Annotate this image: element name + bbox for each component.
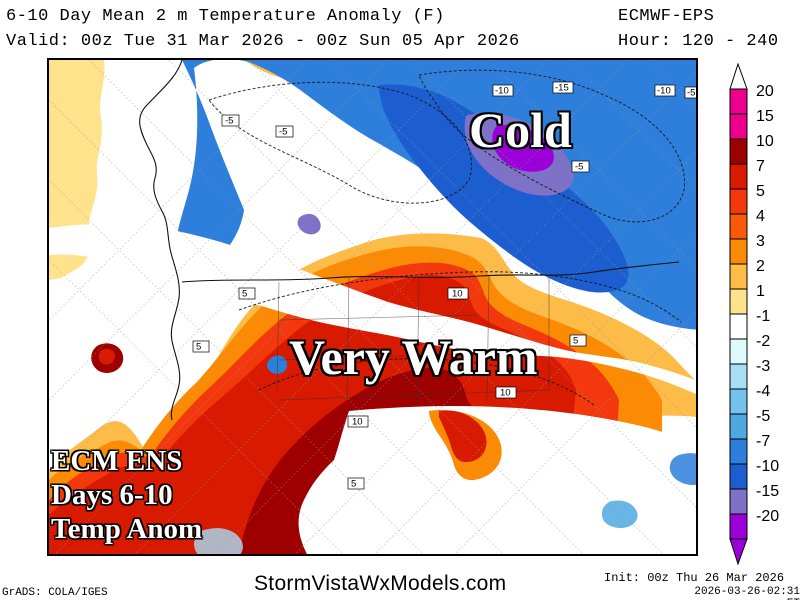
- svg-text:-1: -1: [756, 308, 770, 325]
- svg-text:20: 20: [756, 83, 774, 100]
- svg-text:3: 3: [756, 233, 765, 250]
- svg-text:-15: -15: [756, 483, 779, 500]
- svg-text:-3: -3: [756, 358, 770, 375]
- svg-text:-5: -5: [756, 408, 770, 425]
- svg-text:-20: -20: [756, 508, 779, 525]
- svg-text:7: 7: [756, 158, 765, 175]
- svg-text:-2: -2: [756, 333, 770, 350]
- svg-text:-4: -4: [756, 383, 770, 400]
- svg-text:4: 4: [756, 208, 765, 225]
- svg-text:10: 10: [756, 133, 774, 150]
- svg-text:1: 1: [756, 283, 765, 300]
- svg-text:5: 5: [756, 183, 765, 200]
- svg-text:15: 15: [756, 108, 774, 125]
- svg-text:-7: -7: [756, 433, 770, 450]
- svg-text:2: 2: [756, 258, 765, 275]
- svg-text:-10: -10: [756, 458, 779, 475]
